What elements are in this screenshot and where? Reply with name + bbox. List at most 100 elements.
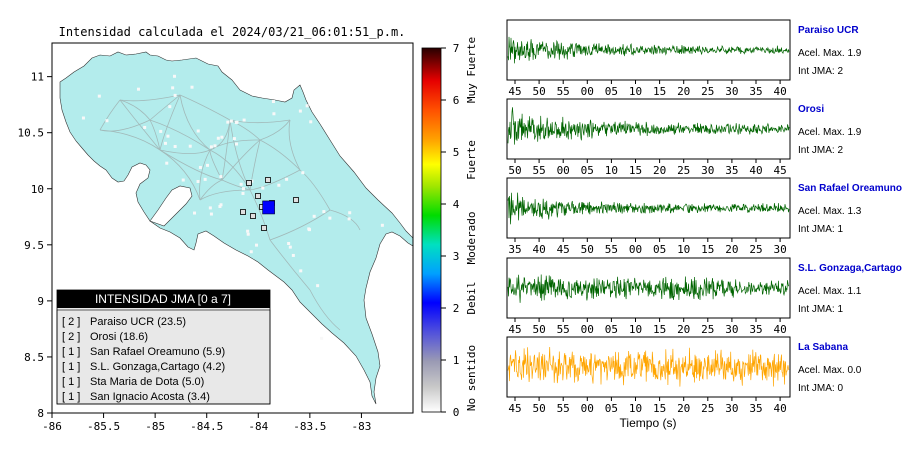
- station-acel-max: Acel. Max. 0.0: [798, 365, 862, 376]
- colorbar-categories: Muy Fuerte Fuerte Moderado Debil No sentido: [465, 37, 478, 411]
- legend-item-label: Paraiso UCR (23.5): [90, 316, 186, 328]
- station-int-jma: Int JMA: 0: [798, 383, 843, 394]
- road-line: [159, 149, 223, 181]
- town-marker: [305, 104, 309, 108]
- colorbar-category-label: Muy Fuerte: [465, 37, 478, 103]
- map-x-tick-label: -84.5: [190, 420, 223, 433]
- road-line: [229, 119, 291, 124]
- station-square: [261, 225, 267, 231]
- colorbar-tick-label: 6: [453, 94, 460, 107]
- waveform-tick-label: 20: [677, 85, 690, 98]
- road-line: [269, 209, 331, 241]
- town-marker: [136, 87, 140, 91]
- town-marker: [328, 216, 332, 220]
- town-marker: [291, 253, 295, 257]
- waveform-tick-label: 25: [749, 243, 762, 256]
- waveform-tick-label: 10: [629, 85, 642, 98]
- map-title: Intensidad calculada el 2024/03/21_06:01…: [59, 25, 406, 39]
- legend-item-value: [ 1 ]: [62, 361, 80, 373]
- waveform-tick-label: 15: [629, 164, 642, 177]
- waveform-xlabel: Tiempo (s): [620, 416, 677, 430]
- station-int-jma: Int JMA: 1: [798, 224, 843, 235]
- road-line: [159, 149, 201, 201]
- station-acel-max: Acel. Max. 1.9: [798, 48, 862, 59]
- waveform-panel: 35 40 45 50 55 00 05 10 15 20 25 30 San Rafael Oream…: [506, 177, 902, 256]
- station-int-jma: Int JMA: 2: [798, 66, 843, 77]
- map-y-axis: 11 10.5 10 9.5 9 8.5 8: [18, 71, 52, 420]
- legend-item-value: [ 2 ]: [62, 316, 80, 328]
- map-x-tick-label: -86: [42, 420, 62, 433]
- waveform-panel: 45 50 55 00 05 10 15 20 25 30 35 40 Paraiso UCR Acel.…: [506, 19, 862, 98]
- town-marker: [271, 99, 275, 103]
- legend-item-label: Orosi (18.6): [90, 331, 148, 343]
- map-x-tick-label: -83: [351, 420, 371, 433]
- waveform-tick-label: 10: [605, 164, 618, 177]
- town-marker: [249, 250, 253, 254]
- waveform-tick-label: 00: [581, 85, 594, 98]
- station-acel-max: Acel. Max. 1.3: [798, 206, 862, 217]
- waveform-tick-label: 40: [773, 402, 786, 415]
- town-marker: [173, 144, 177, 148]
- town-marker: [220, 135, 224, 139]
- town-marker: [218, 204, 222, 208]
- legend-item-value: [ 2 ]: [62, 331, 80, 343]
- road-line: [149, 94, 181, 121]
- waveform-tick-label: 25: [701, 85, 714, 98]
- town-marker: [348, 211, 352, 215]
- town-marker: [254, 243, 258, 247]
- waveform-frame: [506, 98, 791, 160]
- road-line: [269, 239, 311, 291]
- station-acel-max: Acel. Max. 1.1: [798, 286, 862, 297]
- waveform-tick-label: 50: [532, 85, 545, 98]
- town-marker: [232, 137, 236, 141]
- station-name: Orosi: [798, 104, 824, 115]
- waveform-trace: [507, 107, 790, 145]
- map-frame: [51, 42, 414, 414]
- station-square: [250, 213, 256, 219]
- town-marker: [241, 191, 245, 195]
- town-marker: [193, 211, 197, 215]
- waveform-frame: [506, 19, 791, 81]
- waveform-tick-label: 35: [749, 323, 762, 336]
- station-square: [246, 180, 252, 186]
- waveform-tick-label: 25: [677, 164, 690, 177]
- colorbar-tick-label: 7: [453, 42, 460, 55]
- station-name: San Rafael Oreamuno: [798, 183, 902, 194]
- waveform-panel: 50 55 00 05 10 15 20 25 30 35 40 45 Orosi Acel. Max. …: [506, 98, 862, 177]
- town-marker: [168, 105, 172, 109]
- waveform-tick-label: 15: [653, 323, 666, 336]
- town-marker: [242, 118, 246, 122]
- station-int-jma: Int JMA: 1: [798, 304, 843, 315]
- road-line: [199, 149, 211, 201]
- town-marker: [173, 74, 177, 78]
- map-y-tick-label: 9.5: [24, 239, 44, 252]
- town-marker: [347, 217, 351, 221]
- waveform-tick-label: 30: [725, 402, 738, 415]
- waveform-tick-label: 15: [701, 243, 714, 256]
- station-square: [265, 177, 271, 183]
- town-marker: [171, 86, 175, 90]
- colorbar-ticks: 7 6 5 4 3 2 1 0: [441, 42, 460, 419]
- town-marker: [216, 136, 220, 140]
- map-y-tick-label: 8: [37, 407, 44, 420]
- costa-rica-land: [59, 51, 413, 405]
- town-marker: [316, 284, 320, 288]
- colorbar-gradient: [421, 47, 442, 413]
- town-marker: [288, 245, 292, 249]
- colorbar-tick-label: 4: [453, 198, 460, 211]
- waveform-tick-label: 30: [725, 323, 738, 336]
- waveform-tick-label: 30: [773, 243, 786, 256]
- station-square: [240, 209, 246, 215]
- road-line: [99, 129, 161, 151]
- town-marker: [163, 141, 167, 145]
- waveform-tick-label: 55: [557, 85, 570, 98]
- town-marker: [219, 203, 223, 207]
- waveform-tick-label: 35: [749, 85, 762, 98]
- town-marker: [301, 171, 305, 175]
- map-y-tick-label: 11: [31, 71, 44, 84]
- town-marker: [246, 229, 250, 233]
- waveform-panel: 45 50 55 00 05 10 15 20 25 30 35 40 S.L. Gonzaga,Car…: [506, 257, 902, 336]
- waveform-tick-label: 50: [532, 323, 545, 336]
- waveform-tick-label: 05: [653, 243, 666, 256]
- map-x-tick-label: -84: [248, 420, 268, 433]
